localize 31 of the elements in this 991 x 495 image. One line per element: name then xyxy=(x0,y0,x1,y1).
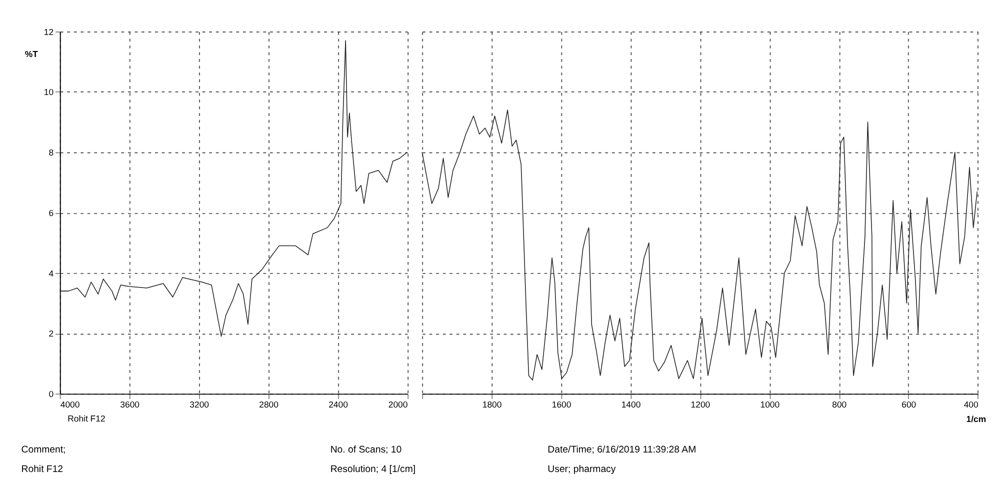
x-axis-title: 1/cm xyxy=(966,414,986,424)
text: Date/Time; 6/16/2019 11:39:28 AM xyxy=(548,444,696,456)
x-tick-label: 1000 xyxy=(760,400,780,410)
y-tick-label: 4 xyxy=(48,268,54,278)
x-tick-label: 4000 xyxy=(60,400,80,410)
x-tick-label: 800 xyxy=(832,400,847,410)
y-tick-label: 6 xyxy=(48,208,54,218)
y-tick-label: 8 xyxy=(48,148,54,158)
line-series xyxy=(59,40,408,337)
text: Rohit F12 xyxy=(68,414,106,424)
x-tick-label: 2400 xyxy=(328,400,348,410)
y-tick-label: 0 xyxy=(48,389,54,400)
text: Resolution; 4 [1/cm] xyxy=(330,464,416,475)
x-tick-label: 1600 xyxy=(552,400,572,410)
text: Rohit F12 xyxy=(21,464,64,475)
y-tick-label: 10 xyxy=(44,87,54,98)
text: User; pharmacy xyxy=(548,464,616,475)
x-tick-label: 600 xyxy=(902,400,916,410)
y-axis-title: %T xyxy=(24,49,39,60)
y-tick-label: 2 xyxy=(48,328,54,339)
x-tick-label: 1200 xyxy=(690,400,710,410)
x-tick-label: 2000 xyxy=(388,400,408,410)
x-tick-label: 400 xyxy=(964,400,978,410)
x-tick-label: 3600 xyxy=(120,400,140,410)
text: Comment; xyxy=(21,444,66,456)
x-tick-label: 1400 xyxy=(621,400,641,410)
x-tick-label: 3200 xyxy=(190,400,210,410)
text: No. of Scans; 10 xyxy=(330,444,402,456)
x-tick-label: 2800 xyxy=(259,400,279,410)
y-tick-label: 12 xyxy=(44,26,54,37)
x-tick-label: 1800 xyxy=(482,400,502,410)
